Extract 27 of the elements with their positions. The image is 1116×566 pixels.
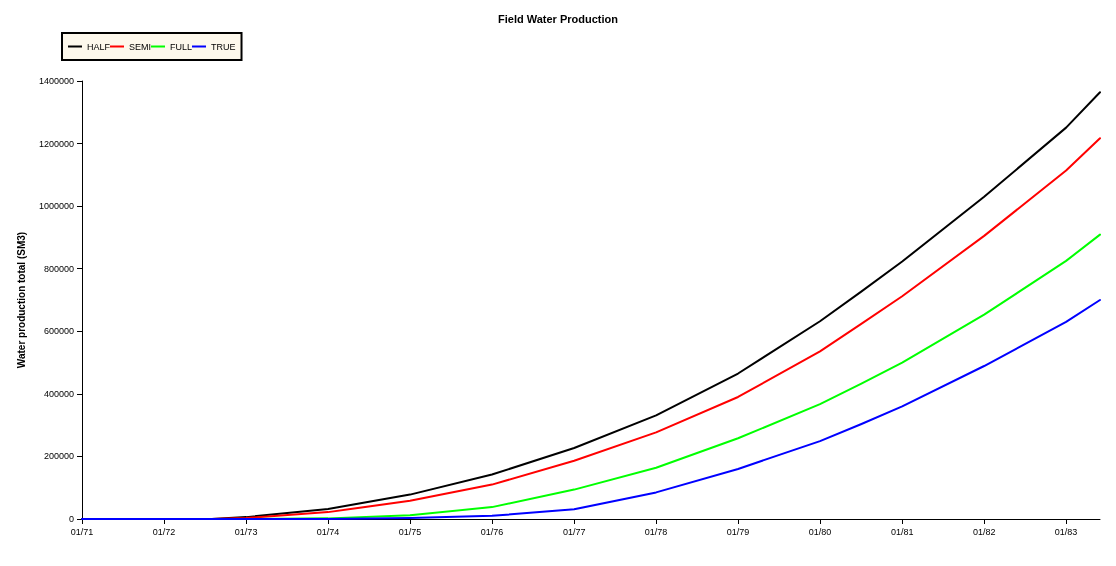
x-tick-label: 01/77 [562,526,586,537]
x-tick-label: 01/78 [644,526,668,537]
legend-label: HALF [87,41,111,52]
x-tick-label: 01/82 [972,526,996,537]
y-tick-label: 0 [68,514,74,524]
y-axis-title: Water production total (SM3) [15,231,27,369]
x-tick-label: 01/76 [480,526,504,537]
y-tick-label: 200000 [43,451,74,462]
y-tick-label: 800000 [43,263,74,274]
x-tick-label: 01/75 [398,526,422,537]
y-tick-label: 400000 [43,388,74,399]
legend-label: TRUE [211,41,236,52]
x-tick-label: 01/81 [890,526,914,537]
x-tick-label: 01/79 [726,526,750,537]
legend-label: FULL [170,41,193,52]
x-tick-label: 01/73 [234,526,258,537]
y-tick-label: 600000 [43,326,74,337]
chart-title: Field Water Production [498,12,619,25]
x-tick-label: 01/72 [152,526,176,537]
x-tick-label: 01/80 [808,526,832,537]
y-tick-label: 1400000 [38,76,74,86]
y-tick-label: 1200000 [38,138,74,149]
x-tick-label: 01/74 [316,526,340,537]
x-tick-label: 01/71 [70,526,94,537]
x-tick-label: 01/83 [1054,526,1078,537]
legend-label: SEMI [129,41,152,52]
y-tick-label: 1000000 [38,201,74,212]
